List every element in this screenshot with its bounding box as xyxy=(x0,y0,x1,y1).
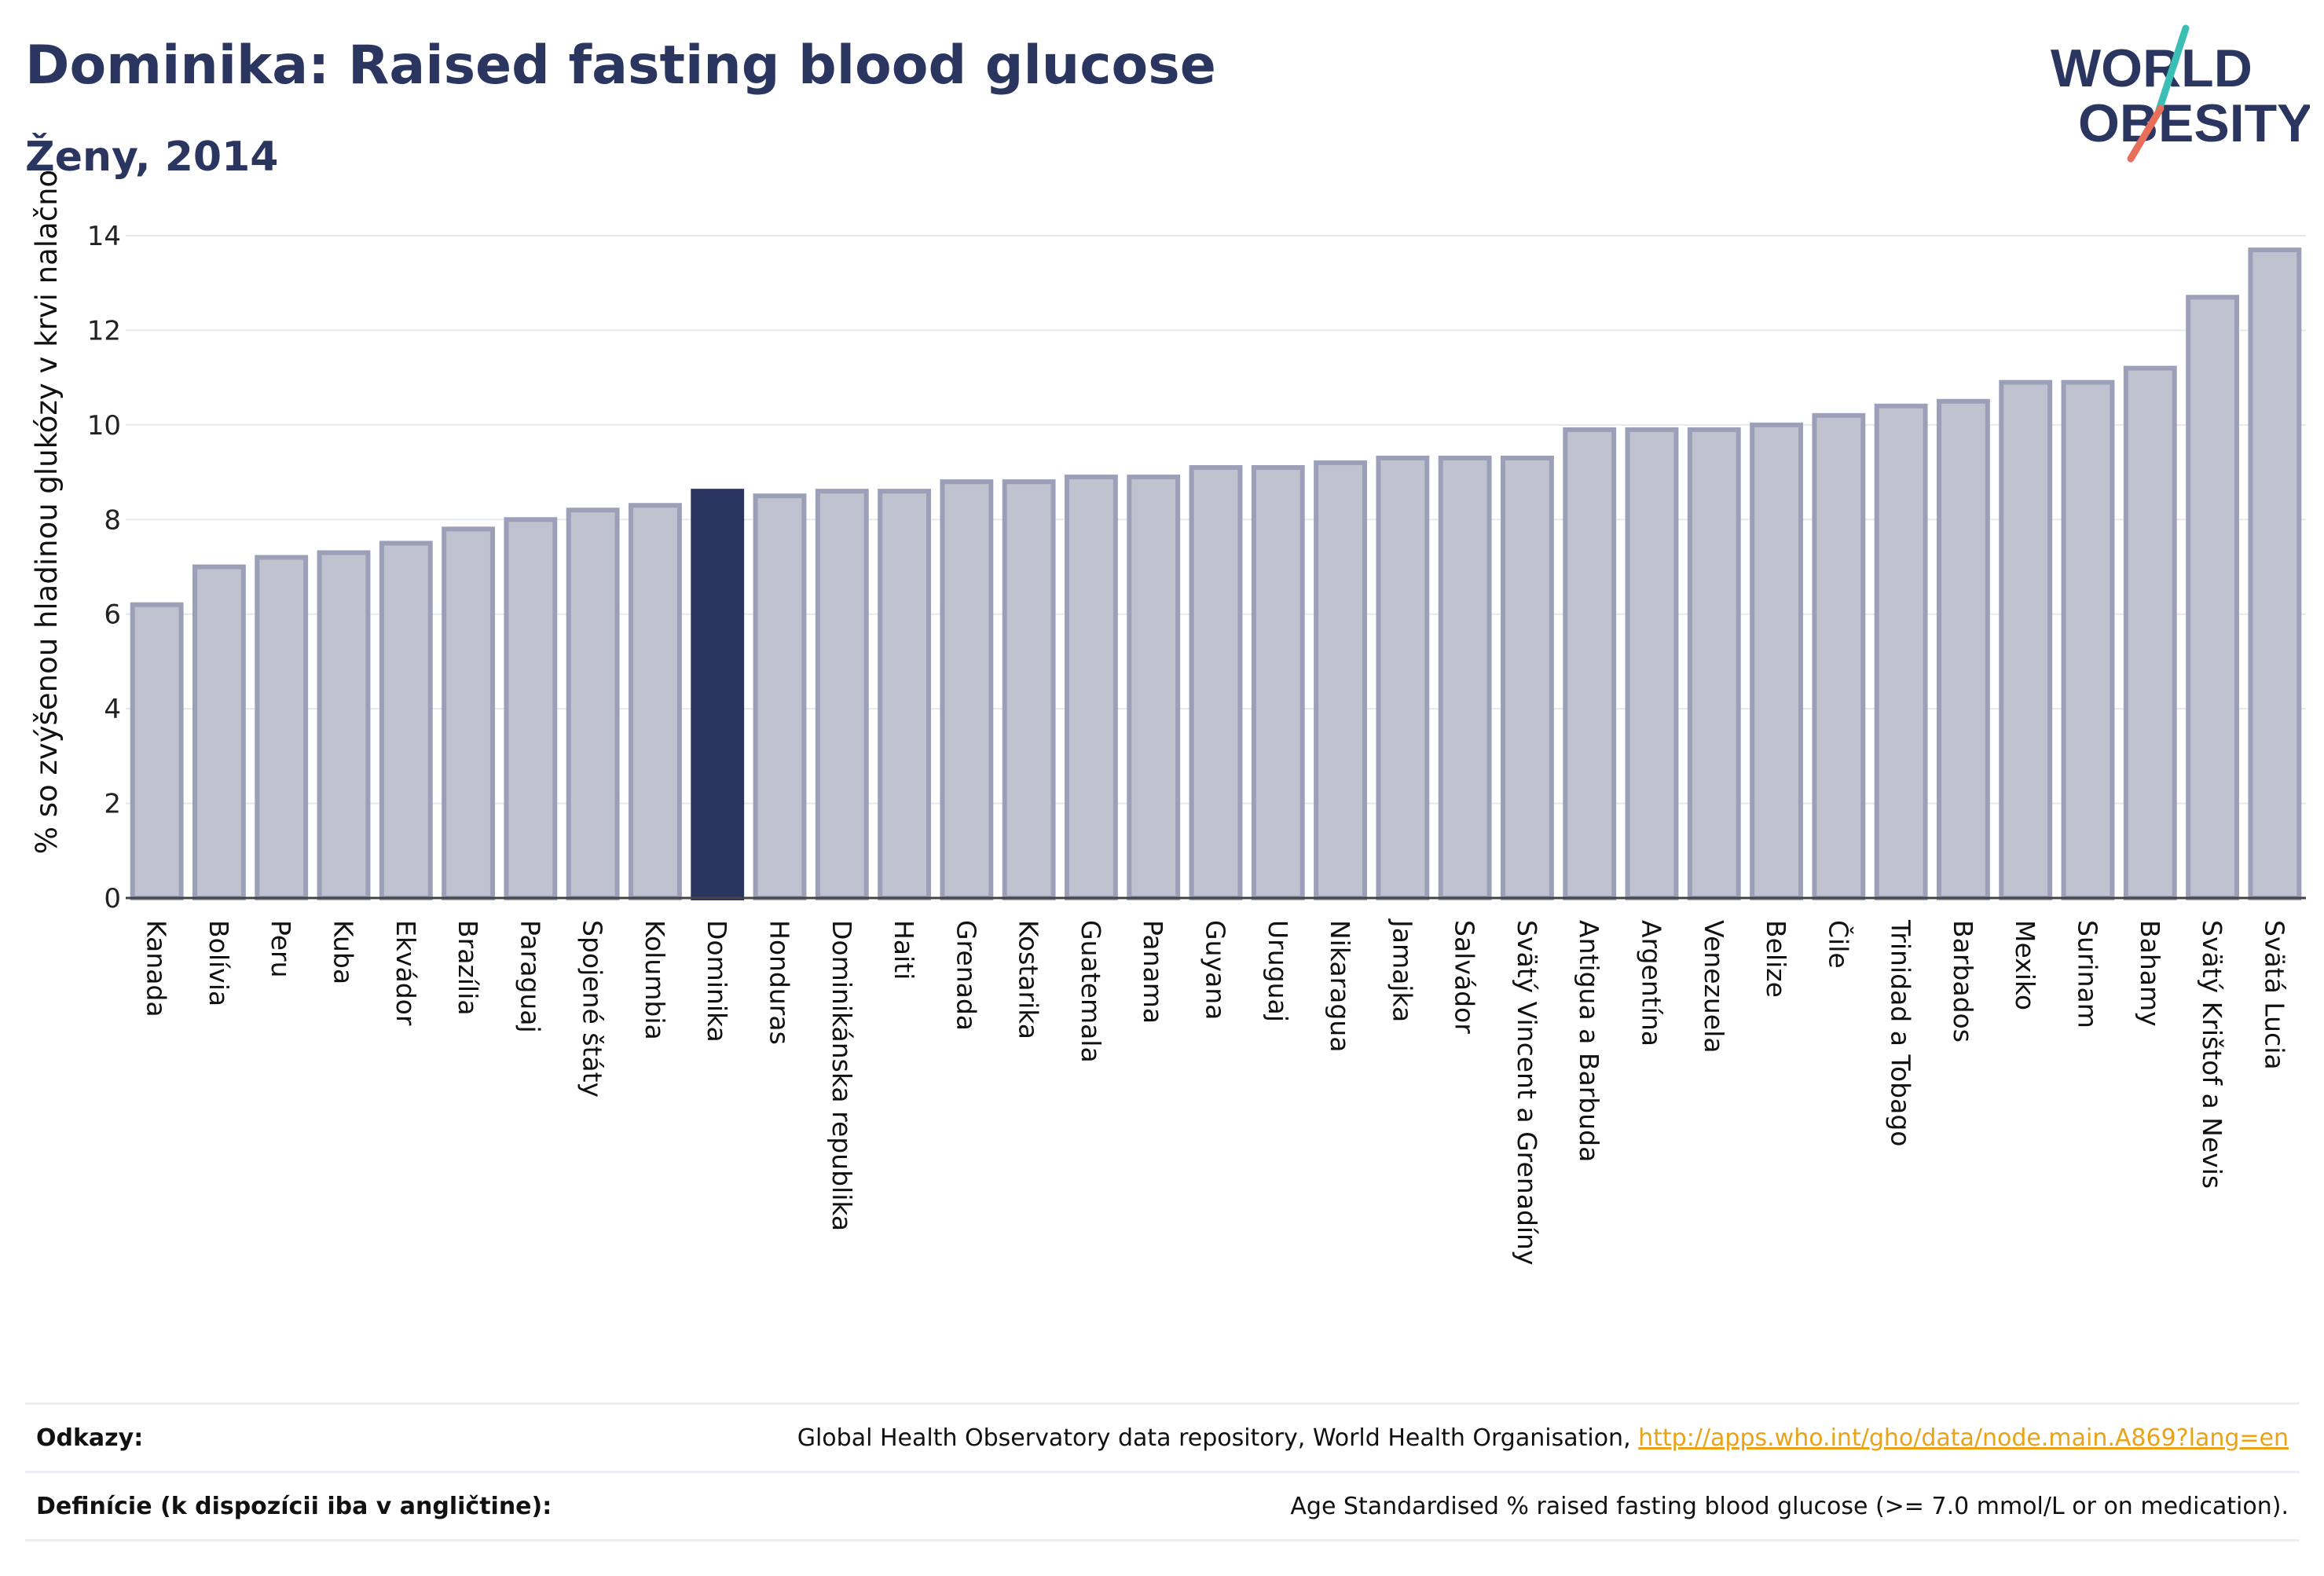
definitions-row: Definície (k dispozícii iba v angličtine… xyxy=(25,1471,2300,1541)
logo-slash-teal xyxy=(2155,24,2190,114)
references-text: Global Health Observatory data repositor… xyxy=(797,1424,1639,1452)
bar xyxy=(1376,456,1430,900)
bar xyxy=(1563,427,1617,900)
logo-word-obesity: OBESITY xyxy=(2078,93,2310,153)
y-tick-label: 6 xyxy=(104,599,121,631)
bar xyxy=(192,564,246,900)
x-tick-label: Guatemala xyxy=(1076,920,1106,1063)
bar xyxy=(2123,365,2177,901)
bar xyxy=(130,602,184,901)
bar xyxy=(504,517,558,900)
x-tick-label: Nikaragua xyxy=(1325,920,1355,1052)
bar xyxy=(1874,403,1928,900)
x-tick-label: Čile xyxy=(1823,920,1854,969)
bar xyxy=(1812,412,1866,900)
logo-word-world: WORLD xyxy=(2051,38,2253,98)
chart-subtitle: Ženy, 2014 xyxy=(25,134,279,181)
y-axis-label: % so zvýšenou hladinou glukózy v krvi na… xyxy=(30,170,64,854)
bar-chart: 0 2 4 6 8 10 12 14 Kanada Bolívia Peru Kuba Ekvádor… xyxy=(30,170,2306,1266)
bar xyxy=(2186,295,2239,900)
x-tick-label: Guyana xyxy=(1200,920,1231,1020)
x-tick-label: Kostarika xyxy=(1014,920,1044,1039)
bar xyxy=(255,555,309,900)
logo-slash-coral xyxy=(2127,104,2165,163)
bar xyxy=(629,503,682,900)
x-tick-label: Uruguaj xyxy=(1263,920,1293,1022)
footer: Odkazy: Global Health Observatory data r… xyxy=(25,1402,2300,1541)
x-tick-label: Paraguaj xyxy=(515,920,545,1033)
y-tick-label: 8 xyxy=(104,504,121,536)
bar xyxy=(2061,379,2115,900)
x-tick-label: Bolívia xyxy=(203,920,234,1006)
x-tick-label: Haiti xyxy=(889,920,919,980)
world-obesity-logo: WORLD OBESITY xyxy=(2051,24,2310,163)
references-link[interactable]: http://apps.who.int/gho/data/node.main.A… xyxy=(1638,1424,2289,1452)
x-tick-labels: Kanada Bolívia Peru Kuba Ekvádor Brazília Para… xyxy=(141,918,2290,1266)
bar xyxy=(1127,475,1181,900)
x-tick-label: Kuba xyxy=(328,920,359,984)
y-tick-label: 14 xyxy=(87,221,121,252)
bar xyxy=(1438,456,1492,900)
bar xyxy=(379,541,433,901)
bar xyxy=(2248,247,2302,901)
bar-highlighted xyxy=(691,489,745,900)
y-tick-label: 0 xyxy=(104,883,121,914)
x-tick-label: Spojené štáty xyxy=(577,920,608,1098)
x-tick-label: Surinam xyxy=(2073,920,2103,1028)
references-value: Global Health Observatory data repositor… xyxy=(797,1424,2300,1452)
y-tick-label: 12 xyxy=(87,315,121,346)
x-tick-label: Trinidad a Tobago xyxy=(1886,919,1916,1147)
x-tick-label: Grenada xyxy=(951,920,981,1031)
x-tick-label: Venezuela xyxy=(1699,920,1729,1053)
y-tick-labels: 0 2 4 6 8 10 12 14 xyxy=(87,221,121,914)
x-tick-label: Svätý Vincent a Grenadíny xyxy=(1512,920,1542,1266)
x-tick-label: Dominikánska republika xyxy=(827,920,857,1231)
bar xyxy=(1251,465,1305,900)
x-tick-label: Salvádor xyxy=(1450,920,1480,1034)
x-tick-label: Barbados xyxy=(1948,920,1978,1043)
bars xyxy=(130,247,2302,901)
bar xyxy=(1687,427,1741,900)
y-tick-label: 2 xyxy=(104,789,121,820)
references-row: Odkazy: Global Health Observatory data r… xyxy=(25,1402,2300,1471)
bar xyxy=(566,508,620,900)
x-tick-label: Kanada xyxy=(141,920,172,1017)
bar xyxy=(442,526,495,900)
x-tick-label: Argentína xyxy=(1637,920,1667,1046)
definitions-text: Age Standardised % raised fasting blood … xyxy=(1290,1492,2289,1520)
x-tick-label: Svätý Krištof a Nevis xyxy=(2197,920,2227,1189)
bar xyxy=(1065,475,1118,900)
y-tick-label: 10 xyxy=(87,410,121,442)
bar xyxy=(1625,427,1679,900)
x-tick-label: Jamajka xyxy=(1387,918,1417,1022)
x-tick-label: Mexiko xyxy=(2010,920,2040,1010)
x-tick-label: Ekvádor xyxy=(390,920,421,1026)
references-label: Odkazy: xyxy=(36,1424,144,1452)
x-tick-label: Peru xyxy=(266,920,296,978)
definitions-label: Definície (k dispozícii iba v angličtine… xyxy=(36,1492,552,1520)
x-tick-label: Belize xyxy=(1761,920,1791,998)
x-tick-label: Dominika xyxy=(702,920,732,1043)
bar xyxy=(1750,422,1803,900)
bar xyxy=(1314,460,1367,900)
bar xyxy=(815,489,869,900)
bar xyxy=(1999,379,2053,900)
x-tick-label: Brazília xyxy=(453,920,483,1015)
bar xyxy=(753,493,807,901)
bar xyxy=(1501,456,1554,900)
bar xyxy=(1937,398,1990,900)
y-tick-label: 4 xyxy=(104,694,121,725)
x-tick-label: Antigua a Barbuda xyxy=(1574,920,1604,1162)
x-tick-label: Bahamy xyxy=(2135,920,2165,1027)
chart-title: Dominika: Raised fasting blood glucose xyxy=(25,35,1216,97)
x-tick-label: Honduras xyxy=(764,920,795,1045)
x-tick-label: Panama xyxy=(1138,920,1168,1024)
x-tick-label: Svätá Lucia xyxy=(2259,920,2289,1070)
bar xyxy=(1002,479,1056,900)
bar xyxy=(878,489,931,900)
bar xyxy=(940,479,994,900)
bar xyxy=(317,550,371,901)
x-tick-label: Kolumbia xyxy=(640,920,670,1040)
bar xyxy=(1189,465,1243,900)
